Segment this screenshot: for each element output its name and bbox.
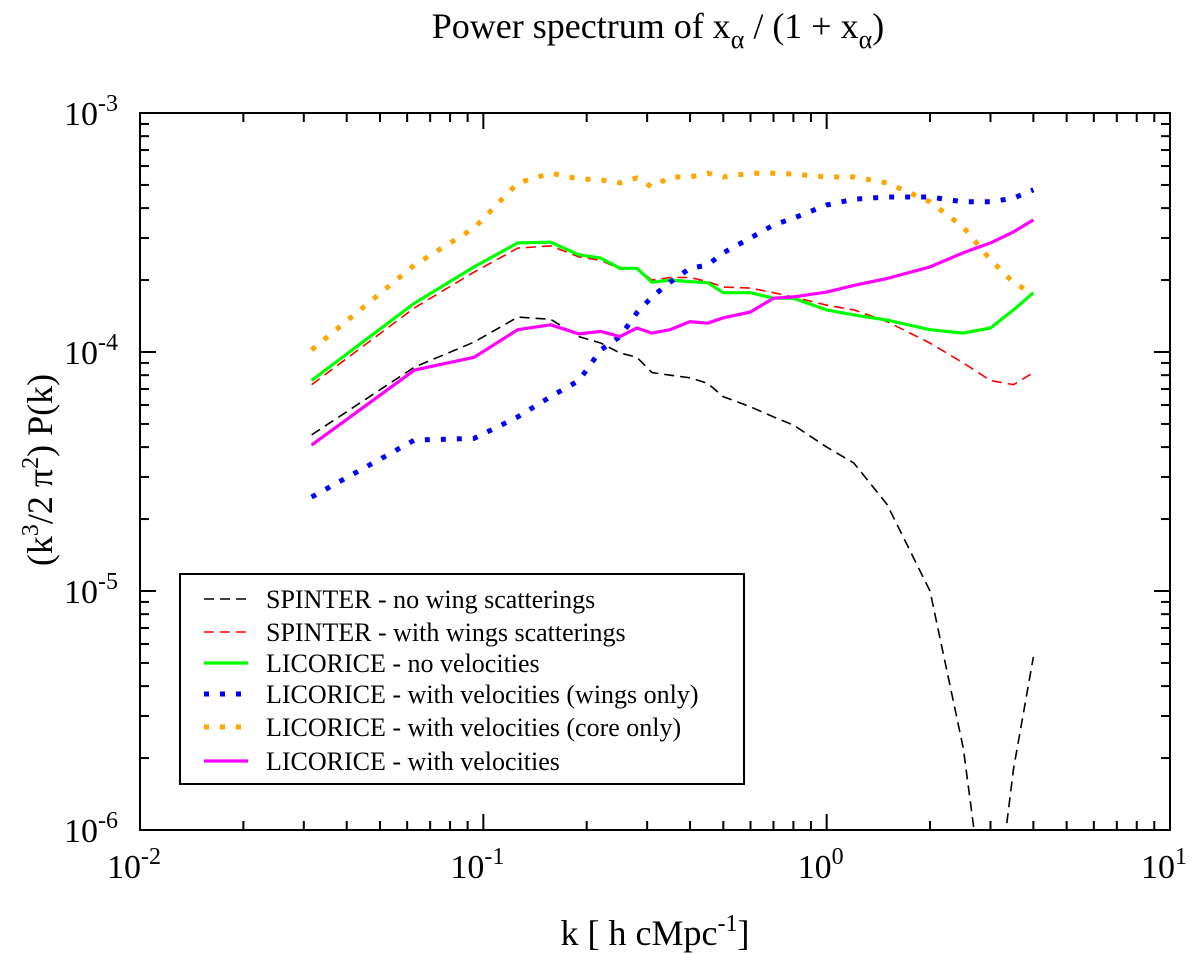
series-line-licorice-with-velocities	[310, 218, 1035, 447]
x-tick-label: 10-2	[107, 844, 161, 886]
y-axis-label: (k3/2 π2) P(k)	[18, 374, 60, 566]
legend-box	[179, 573, 745, 785]
series-line-licorice-no-velocities	[310, 240, 1035, 382]
legend-label: LICORICE - with velocities	[266, 747, 560, 776]
plot-frame	[139, 112, 1171, 831]
series-line-spinter-no-wing-scatterings	[311, 316, 1035, 830]
y-tick-label: 10-6	[64, 808, 118, 850]
legend-label: LICORICE - with velocities (core only)	[266, 713, 681, 742]
legend-label: LICORICE - with velocities (wings only)	[266, 680, 699, 709]
y-tick-label: 10-4	[64, 330, 118, 372]
chart-title: Power spectrum of xα / (1 + xα)	[432, 6, 884, 54]
series-line-spinter-with-wings-scatterings	[311, 245, 1034, 386]
tick-labels: 10-2 10-1 100 101 10-6 10-5 10-4 10-3	[64, 91, 1187, 886]
x-tick-label: 10-1	[450, 844, 504, 886]
legend-label: SPINTER - no wing scatterings	[266, 585, 595, 614]
series-line-licorice-with-velocities-wings-only	[310, 187, 1035, 500]
series-lines	[310, 170, 1035, 830]
x-tick-label: 101	[1141, 844, 1187, 886]
legend-label: SPINTER - with wings scatterings	[266, 618, 626, 647]
y-tick-label: 10-3	[64, 91, 118, 133]
y-tick-label: 10-5	[64, 569, 118, 611]
series-line-licorice-with-velocities-core-only	[310, 170, 1035, 352]
x-axis-label: k [ h cMpc-1]	[561, 911, 750, 953]
x-tick-label: 100	[798, 844, 844, 886]
legend: SPINTER - no wing scatterings SPINTER - w…	[179, 573, 745, 785]
legend-label: LICORICE - no velocities	[266, 649, 540, 678]
axis-ticks	[139, 113, 1170, 831]
